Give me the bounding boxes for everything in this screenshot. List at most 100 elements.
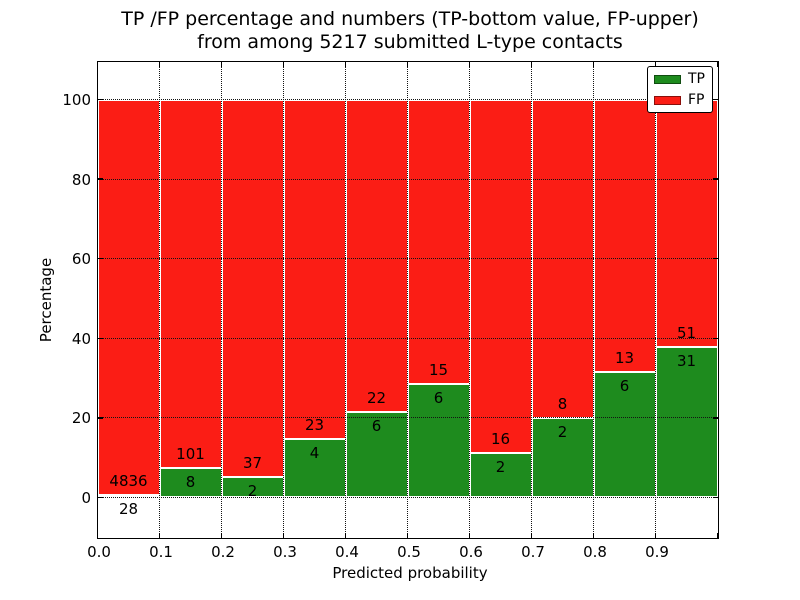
bar-value-fp: 22 <box>366 389 387 408</box>
bar-value-fp: 23 <box>304 415 325 434</box>
x-tick-label: 0.2 <box>211 543 235 561</box>
x-tick-mark-top <box>406 61 409 67</box>
x-tick-mark-bottom <box>158 532 161 538</box>
legend-label-fp: FP <box>688 92 705 108</box>
bar-value-tp: 2 <box>247 482 258 501</box>
bar-segment-fp-0.3-0.4 <box>283 99 346 439</box>
gridline-horizontal <box>97 497 718 498</box>
gridline-vertical <box>283 61 284 538</box>
bar-value-tp: 6 <box>371 417 382 436</box>
legend-item-fp: FP <box>648 91 712 109</box>
x-tick-mark-bottom <box>96 532 99 538</box>
bar-value-tp: 31 <box>676 352 697 371</box>
y-tick-mark-left <box>97 337 103 340</box>
gridline-vertical <box>345 61 346 538</box>
gridline-vertical <box>221 61 222 538</box>
x-tick-label: 0.7 <box>521 543 545 561</box>
x-tick-mark-top <box>592 61 595 67</box>
y-tick-mark-left <box>97 496 103 499</box>
bar-segment-fp-0.2-0.3 <box>221 99 284 478</box>
bar-segment-fp-0.5-0.6 <box>407 99 470 384</box>
y-tick-mark-right <box>712 257 718 260</box>
y-tick-mark-right <box>712 178 718 180</box>
x-tick-mark-bottom <box>592 532 595 538</box>
y-tick-mark-right <box>712 417 718 419</box>
bar-segment-fp-0.9-1 <box>655 99 718 348</box>
bar-segment-fp-0.4-0.5 <box>345 99 408 413</box>
x-tick-mark-bottom <box>406 532 409 538</box>
bar-value-tp: 2 <box>495 458 506 477</box>
y-tick-mark-right <box>712 98 718 101</box>
gridline-horizontal <box>97 258 718 260</box>
y-tick-label: 80 <box>71 170 91 189</box>
y-tick-mark-left <box>97 257 103 260</box>
gridline-vertical <box>655 61 656 538</box>
chart-title-line2: from among 5217 submitted L-type contact… <box>197 31 623 53</box>
bar-segment-fp-0-0.1 <box>97 99 160 496</box>
x-axis-label: Predicted probability <box>332 564 488 582</box>
bar-value-tp: 6 <box>433 388 444 407</box>
y-tick-label: 40 <box>71 329 91 348</box>
bar-value-fp: 16 <box>490 430 511 449</box>
legend-swatch-fp-icon <box>654 95 681 105</box>
bar-value-fp: 101 <box>176 445 205 464</box>
x-tick-label: 0.5 <box>397 543 421 561</box>
gridline-vertical <box>593 61 594 538</box>
x-tick-mark-top <box>468 61 471 67</box>
x-tick-label: 0.9 <box>645 543 669 561</box>
x-tick-mark-top <box>220 61 223 67</box>
chart-title: TP /FP percentage and numbers (TP-bottom… <box>20 8 800 54</box>
y-tick-label: 0 <box>81 489 91 507</box>
y-tick-label: 60 <box>71 250 91 269</box>
bar-value-fp: 37 <box>242 454 263 473</box>
legend-label-tp: TP <box>688 71 705 87</box>
x-tick-mark-top <box>654 61 657 67</box>
x-tick-mark-bottom <box>716 532 719 538</box>
gridline-vertical <box>159 61 160 538</box>
x-tick-mark-bottom <box>344 532 347 538</box>
gridline-horizontal <box>97 178 718 180</box>
bar-value-tp: 28 <box>118 500 139 519</box>
gridline-horizontal <box>97 417 718 419</box>
bar-segment-tp-0.7-0.8 <box>531 417 594 498</box>
legend-swatch-tp-icon <box>654 74 681 84</box>
x-tick-label: 0.0 <box>87 543 111 561</box>
y-tick-mark-right <box>712 337 718 340</box>
x-tick-mark-bottom <box>654 532 657 538</box>
bar-value-tp: 6 <box>619 376 630 395</box>
chart-title-line1: TP /FP percentage and numbers (TP-bottom… <box>121 8 699 30</box>
bar-segment-tp-0.8-0.9 <box>593 371 656 498</box>
gridline-vertical <box>469 61 470 538</box>
x-tick-mark-top <box>530 61 533 67</box>
x-tick-mark-top <box>158 61 161 67</box>
bar-value-fp: 4836 <box>109 472 148 491</box>
y-tick-mark-left <box>97 178 103 180</box>
bar-value-tp: 8 <box>185 473 196 492</box>
gridline-horizontal <box>97 99 718 100</box>
bar-segment-fp-0.8-0.9 <box>593 99 656 372</box>
x-tick-label: 0.4 <box>335 543 359 561</box>
x-tick-label: 0.3 <box>273 543 297 561</box>
bar-value-fp: 13 <box>614 348 635 367</box>
bar-segment-tp-0.4-0.5 <box>345 412 408 498</box>
bar-value-tp: 2 <box>557 422 568 441</box>
bar-value-tp: 4 <box>309 443 320 462</box>
x-tick-label: 0.8 <box>583 543 607 561</box>
bar-value-fp: 8 <box>557 394 568 413</box>
x-tick-label: 0.1 <box>149 543 173 561</box>
x-tick-mark-top <box>344 61 347 67</box>
bar-value-fp: 51 <box>676 324 697 343</box>
bar-value-fp: 15 <box>428 360 449 379</box>
gridline-vertical <box>407 61 408 538</box>
bar-segment-tp-0.5-0.6 <box>407 383 470 498</box>
bar-segment-tp-0.9-1 <box>655 347 718 498</box>
legend: TP FP <box>647 66 713 113</box>
gridline-vertical <box>531 61 532 538</box>
y-tick-mark-left <box>97 417 103 419</box>
x-tick-mark-top <box>96 61 99 67</box>
bar-segment-fp-0.6-0.7 <box>469 99 532 454</box>
y-tick-label: 20 <box>71 409 91 428</box>
gridline-horizontal <box>97 337 718 339</box>
x-tick-mark-bottom <box>220 532 223 538</box>
